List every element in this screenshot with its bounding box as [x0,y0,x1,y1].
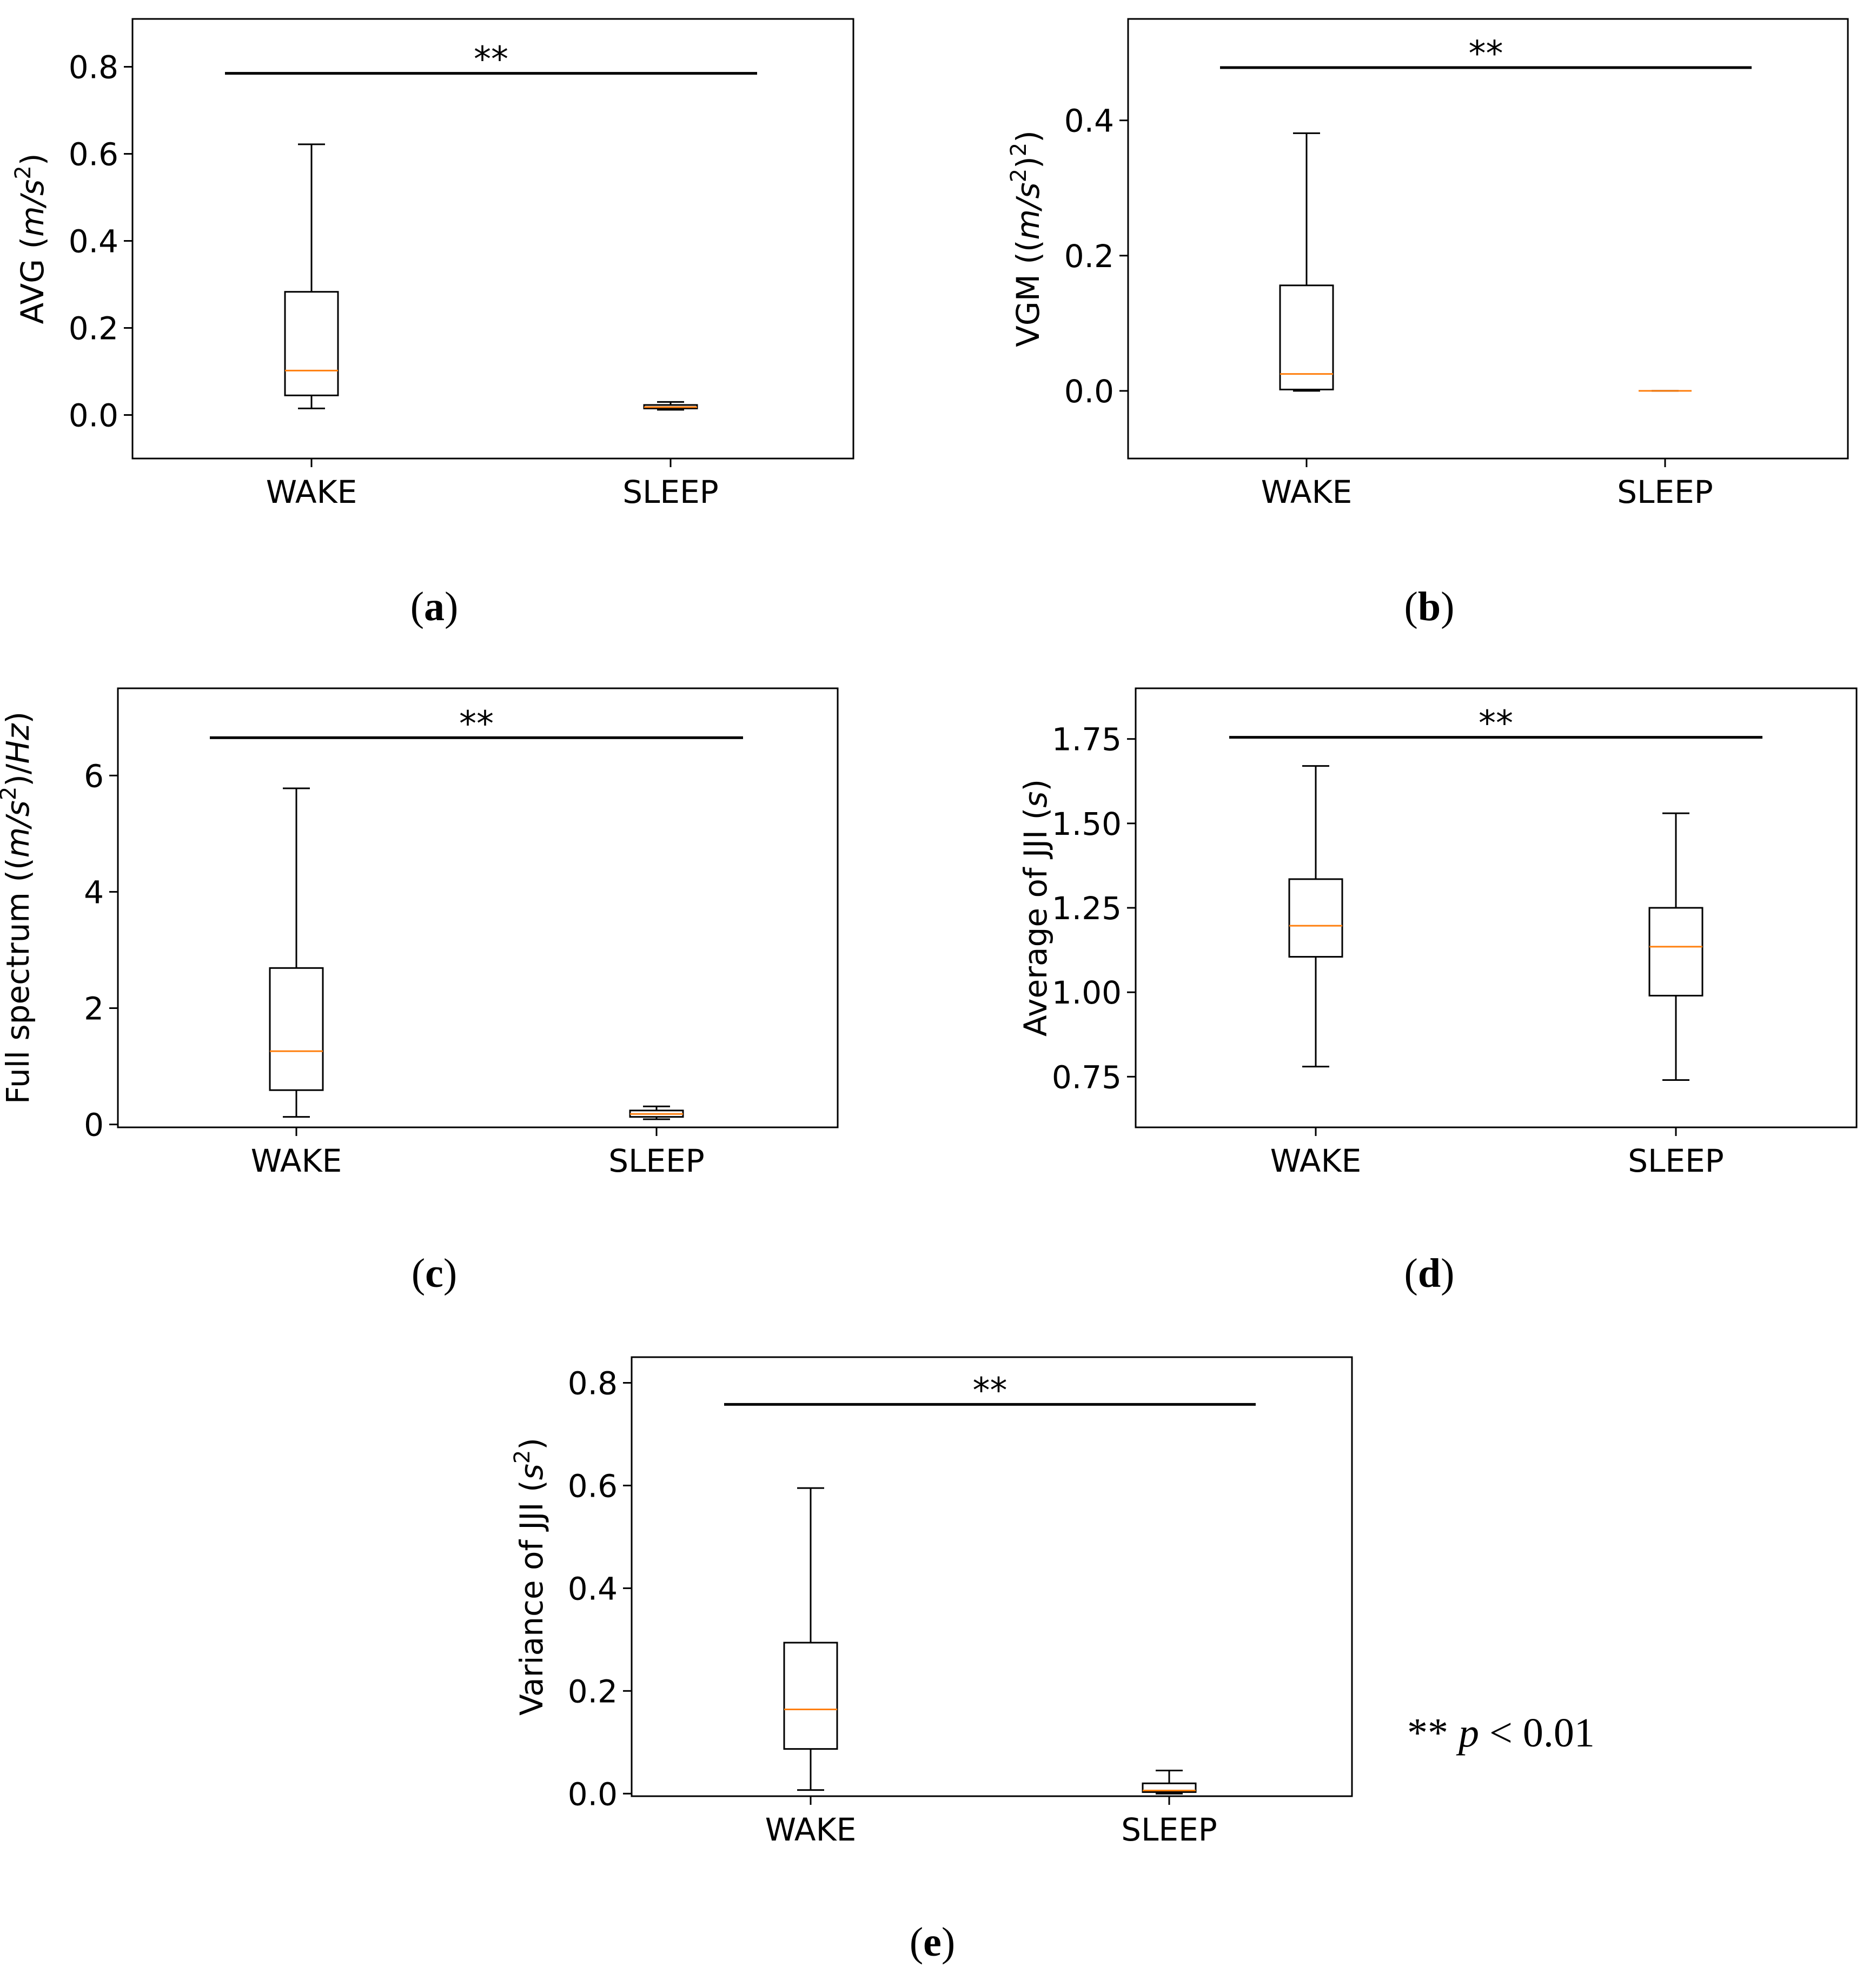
panel-caption: (b) [1404,584,1455,629]
y-tick-label: 0.4 [1064,103,1114,139]
iqr-box [1288,878,1343,958]
significance-label: ** [474,40,508,80]
y-tick-label: 1.50 [1052,806,1122,842]
x-tick-label-wake: WAKE [266,474,357,510]
y-tick-label: 0.2 [69,310,118,347]
panel-e: 0.0 0.2 0.4 0.6 0.8 Variance of JJI (s2) WAKE S… [510,1356,1353,1965]
panel-caption: (a) [410,584,459,629]
x-tick-label-wake: WAKE [1270,1142,1362,1179]
plot-frame [1135,687,1858,1128]
y-tick-label: 0.0 [568,1776,618,1812]
iqr-box [1279,284,1334,390]
panel-b: 0.0 0.2 0.4 VGM ((m/s2)2) WAKE SLEEP ** (b) [1006,18,1849,629]
significance-note: ** p < 0.01 [1407,1710,1595,1756]
y-axis-label: Average of JJI (s) [1017,779,1054,1037]
panel-a: 0.0 0.2 0.4 0.6 0.8 AVG (m/s2) WAKE SLEEP ** (a) [11,18,854,629]
y-axis-label: AVG (m/s2) [11,153,51,324]
box-sleep [643,401,698,411]
y-tick-label: 0.8 [568,1365,618,1401]
y-tick-label: 1.75 [1052,721,1122,758]
y-tick-label: 0.0 [69,397,118,434]
significance-label: ** [1469,34,1503,74]
x-tick-label-sleep: SLEEP [608,1142,704,1179]
y-tick-label: 4 [84,874,104,911]
y-tick-label: 0.4 [568,1570,618,1607]
y-tick-label: 0.2 [1064,238,1114,275]
y-tick-label: 0.6 [69,136,118,173]
x-tick-label-sleep: SLEEP [1617,474,1713,510]
y-tick-label: 0.6 [568,1467,618,1504]
y-tick-label: 0.4 [69,223,118,260]
plot-frame [631,1356,1353,1797]
panel-caption: (e) [910,1919,955,1965]
y-tick-label: 2 [84,991,104,1027]
box-wake [284,143,339,409]
y-tick-label: 0.75 [1052,1059,1122,1095]
plot-frame [1127,18,1849,460]
y-axis-label: Variance of JJI (s2) [510,1438,550,1716]
iqr-box [1142,1782,1197,1793]
box-wake [783,1487,838,1791]
y-tick-label: 6 [84,758,104,794]
y-tick-label: 1.25 [1052,890,1122,927]
significance-label: ** [973,1371,1007,1411]
plot-frame [131,18,854,460]
significance-label: ** [1479,704,1513,744]
panel-c: 0 2 4 6 Full spectrum ((m/s2)/Hz) WAKE SLEEP **… [0,687,839,1296]
y-tick-label: 0.0 [1064,373,1114,410]
y-tick-label: 0.2 [568,1673,618,1710]
box-wake [1279,132,1334,392]
x-tick-label-sleep: SLEEP [1121,1811,1217,1848]
iqr-box [783,1642,838,1750]
panel-caption: (c) [412,1251,457,1296]
iqr-box [269,967,324,1091]
panel-d: 0.75 1.00 1.25 1.50 1.75 Average of JJI (s) WA… [1017,687,1858,1296]
iqr-box [284,291,339,396]
iqr-box [1648,907,1703,997]
y-axis-label: VGM ((m/s2)2) [1006,130,1046,347]
significance-label: ** [459,704,494,744]
y-axis-label: Full spectrum ((m/s2)/Hz) [0,712,36,1104]
plot-frame [117,687,839,1128]
box-wake [1288,765,1343,1068]
x-tick-label-sleep: SLEEP [622,474,718,510]
y-tick-label: 1.00 [1052,974,1122,1011]
x-tick-label-wake: WAKE [251,1142,342,1179]
x-tick-label-wake: WAKE [765,1811,857,1848]
box-wake [269,787,324,1118]
panel-caption: (d) [1404,1251,1455,1296]
box-sleep [629,1105,684,1120]
box-sleep [1142,1770,1197,1795]
y-tick-label: 0 [84,1107,104,1144]
box-sleep [1648,812,1703,1081]
x-tick-label-sleep: SLEEP [1628,1142,1723,1179]
y-tick-label: 0.8 [69,49,118,86]
x-tick-label-wake: WAKE [1261,474,1353,510]
